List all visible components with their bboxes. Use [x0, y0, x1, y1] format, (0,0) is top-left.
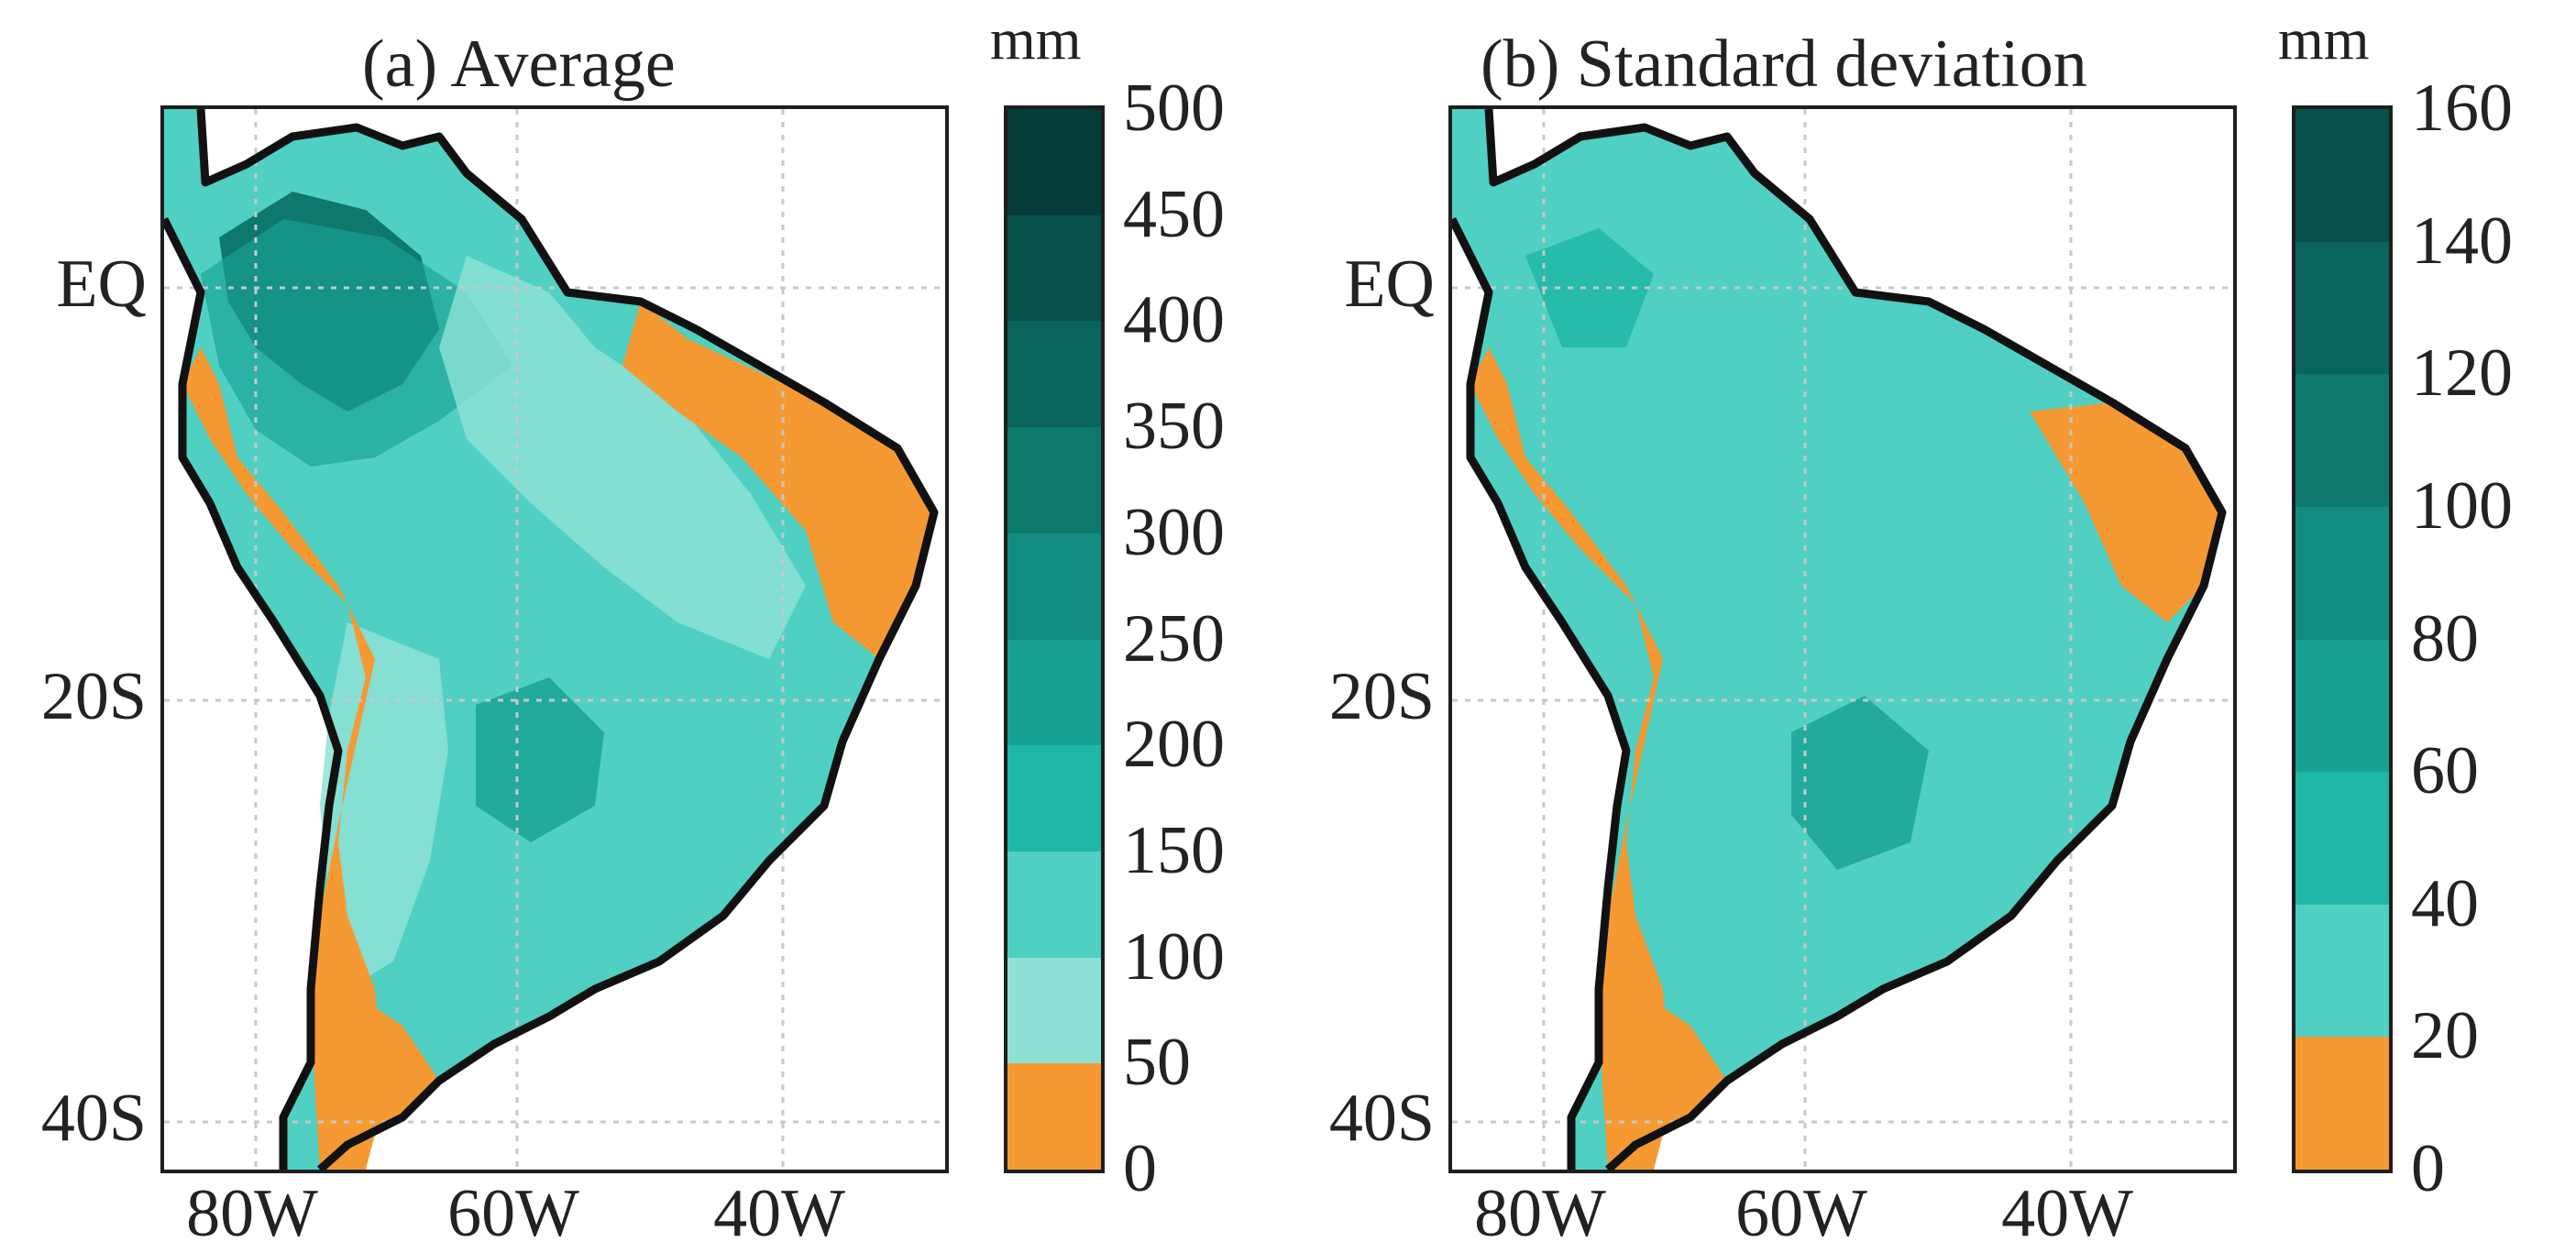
colorbar-segment [1007, 426, 1101, 533]
dry-west-coast [1470, 347, 1672, 1170]
dry-northeast [622, 302, 934, 659]
colorbar-tick-label: 20 [2411, 998, 2479, 1074]
colorbar-tick-label: 250 [1123, 600, 1225, 676]
colorbar-unit: mm [990, 6, 1082, 71]
colorbar-segment [1007, 957, 1101, 1064]
colorbar-tick-label: 0 [2411, 1131, 2445, 1206]
colorbar-segment [1007, 744, 1101, 852]
colorbar-tick-label: 300 [1123, 494, 1225, 570]
colorbar-segment [1007, 533, 1101, 640]
panel-title: (a) Average [362, 27, 676, 102]
lat-label-20s: 20S [40, 659, 147, 734]
lon-label-80w: 80W [186, 1176, 318, 1251]
colorbar-tick-label: 0 [1123, 1131, 1157, 1206]
map-standard-deviation [1448, 105, 2237, 1173]
colorbar-tick-label: 40 [2411, 865, 2479, 941]
colorbar-tick-label: 450 [1123, 176, 1225, 252]
land-area [1452, 109, 2222, 1170]
colorbar-tick-label: 140 [2411, 203, 2513, 279]
southeast-wet [476, 677, 604, 842]
colorbar-tick-label: 160 [2411, 71, 2513, 146]
colorbar-tick-label: 150 [1123, 812, 1225, 888]
colorbar-segment [1007, 109, 1101, 215]
panel-standard-deviation: (b) Standard deviation mm EQ 20S 40S 80W… [1288, 0, 2576, 1253]
colorbar-tick-label: 50 [1123, 1025, 1191, 1101]
dry-west-coast [182, 347, 384, 1170]
colorbar-segment [2295, 109, 2389, 242]
panel-average: (a) Average mm [40, 6, 1225, 1251]
coastline [1452, 109, 2227, 1170]
lat-label-20s: 20S [1328, 659, 1435, 734]
wet-core-mid [201, 219, 512, 467]
colorbar-tick-label: 200 [1123, 707, 1225, 783]
colorbar-tick-label: 100 [1123, 918, 1225, 995]
wet-patch-se [1791, 696, 1929, 870]
colorbar-segment [1007, 1062, 1101, 1170]
colorbar-tick-label: 100 [2411, 467, 2513, 544]
colorbar-segment [2295, 241, 2389, 375]
graticule [1452, 109, 2233, 1170]
lon-label-40w: 40W [2001, 1176, 2133, 1251]
south-light [320, 622, 448, 989]
transition-band [439, 256, 806, 659]
colorbar-tick-label: 60 [2411, 733, 2479, 809]
lon-label-40w: 40W [713, 1176, 845, 1251]
colorbar-segment [2295, 639, 2389, 773]
colorbar-standard-deviation [2292, 105, 2393, 1173]
colorbar-segment [2295, 1036, 2389, 1170]
colorbar-segment [1007, 851, 1101, 958]
colorbar-tick-label: 80 [2411, 600, 2479, 676]
lat-label-eq: EQ [1344, 247, 1435, 322]
colorbar-segment [1007, 320, 1101, 428]
colorbar-unit: mm [2278, 6, 2370, 71]
lon-label-60w: 60W [1735, 1176, 1867, 1251]
colorbar-tick-label: 400 [1123, 282, 1225, 358]
colorbar-segment [1007, 639, 1101, 746]
colorbar-tick-label: 120 [2411, 335, 2513, 412]
colorbar-tick-label: 500 [1123, 71, 1225, 146]
map-average [160, 105, 949, 1173]
lon-label-80w: 80W [1474, 1176, 1606, 1251]
colorbar-segment [2295, 373, 2389, 507]
lon-label-60w: 60W [447, 1176, 579, 1251]
colorbar-segment [2295, 771, 2389, 905]
lat-label-40s: 40S [40, 1081, 147, 1156]
colorbar-tick-label: 350 [1123, 389, 1225, 465]
wet-patch-nw [1525, 228, 1654, 347]
graticule [164, 109, 945, 1170]
colorbar-segment [2295, 506, 2389, 640]
coastline [164, 109, 939, 1170]
dry-northeast [2030, 402, 2222, 622]
lat-label-eq: EQ [56, 247, 147, 322]
colorbar-average [1004, 105, 1105, 1173]
lat-label-40s: 40S [1328, 1081, 1435, 1156]
colorbar-segment [1007, 214, 1101, 322]
panel-title: (b) Standard deviation [1481, 27, 2087, 102]
colorbar-segment [2295, 904, 2389, 1038]
